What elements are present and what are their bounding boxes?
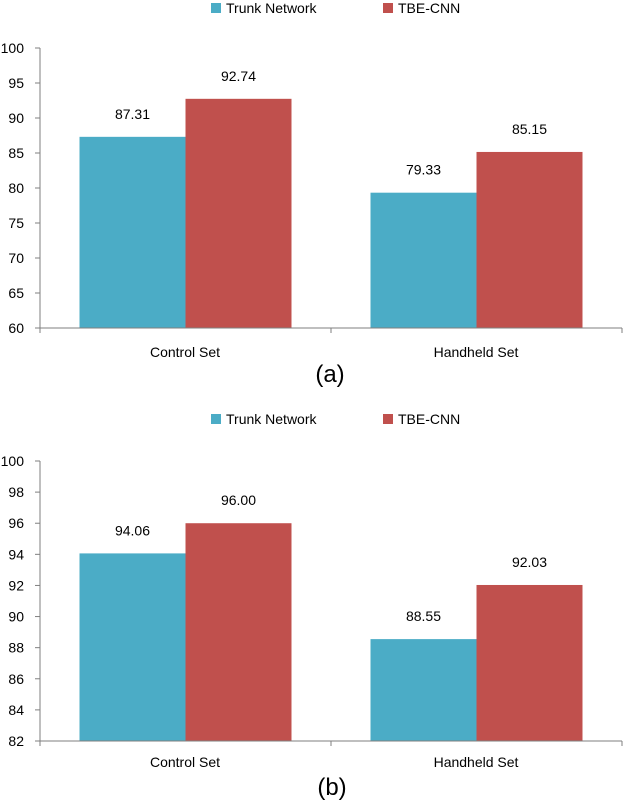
y-tick-label: 98 <box>8 484 24 500</box>
y-tick-label: 100 <box>1 40 25 56</box>
y-tick-label: 84 <box>8 702 24 718</box>
legend-swatch-tbe <box>383 3 393 13</box>
data-label: 92.74 <box>221 68 256 84</box>
y-tick-label: 90 <box>8 609 24 625</box>
y-tick-label: 60 <box>8 320 24 336</box>
legend-swatch-trunk <box>211 3 221 13</box>
data-label: 79.33 <box>406 162 441 178</box>
chart-panel-a: Trunk Network TBE-CNN 87.31 79.33 92.74 85.… <box>1 0 623 388</box>
legend-label-trunk: Trunk Network <box>226 411 318 427</box>
legend-label-tbe: TBE-CNN <box>398 411 460 427</box>
data-label: 96.00 <box>221 492 256 508</box>
data-label: 85.15 <box>512 121 547 137</box>
legend-swatch-tbe <box>383 414 393 424</box>
bar <box>370 639 477 741</box>
data-label: 88.55 <box>406 608 441 624</box>
y-tick-label: 90 <box>8 110 24 126</box>
plot-area: 87.31 79.33 92.74 85.15 60 65 70 75 80 85 90 95 100 <box>1 40 623 336</box>
chart-caption: (b) <box>317 774 346 801</box>
y-tick-label: 96 <box>8 515 24 531</box>
chart-panel-b: Trunk Network TBE-CNN 94.06 88.55 96.00 92.… <box>1 411 623 801</box>
category-label: Control Set <box>150 754 220 770</box>
bar <box>185 98 292 328</box>
chart-caption: (a) <box>315 361 344 388</box>
data-label: 94.06 <box>115 522 150 538</box>
y-tick-label: 92 <box>8 577 24 593</box>
y-tick-label: 100 <box>1 453 25 469</box>
y-tick-label: 82 <box>8 733 24 749</box>
legend-label-trunk: Trunk Network <box>226 0 318 16</box>
category-label: Control Set <box>150 344 220 360</box>
bar <box>476 584 583 741</box>
y-tick-label: 95 <box>8 75 24 91</box>
y-tick-label: 88 <box>8 640 24 656</box>
data-label: 87.31 <box>115 106 150 122</box>
legend: Trunk Network TBE-CNN <box>211 411 460 427</box>
y-tick-label: 70 <box>8 250 24 266</box>
legend-label-tbe: TBE-CNN <box>398 0 460 16</box>
category-label: Handheld Set <box>434 754 519 770</box>
bar <box>79 136 186 328</box>
data-label: 92.03 <box>512 554 547 570</box>
y-tick-label: 80 <box>8 180 24 196</box>
bar <box>476 151 583 328</box>
plot-area: 94.06 88.55 96.00 92.03 82 84 86 88 90 92 94 96 98 10… <box>1 453 623 749</box>
bar <box>185 523 292 741</box>
y-tick-label: 86 <box>8 671 24 687</box>
bar <box>79 553 186 741</box>
legend-swatch-trunk <box>211 414 221 424</box>
y-tick-label: 85 <box>8 145 24 161</box>
y-tick-label: 65 <box>8 285 24 301</box>
category-label: Handheld Set <box>434 344 519 360</box>
bar <box>370 192 477 328</box>
y-tick-label: 94 <box>8 546 24 562</box>
y-tick-label: 75 <box>8 215 24 231</box>
legend: Trunk Network TBE-CNN <box>211 0 460 16</box>
